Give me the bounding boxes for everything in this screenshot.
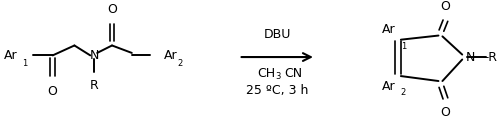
Text: CH: CH — [257, 67, 275, 80]
Text: Ar: Ar — [382, 80, 396, 93]
Text: O: O — [440, 106, 450, 119]
Text: O: O — [440, 0, 450, 13]
Text: Ar: Ar — [164, 49, 177, 62]
Text: R: R — [90, 79, 98, 92]
Text: O: O — [48, 85, 58, 98]
Text: 25 ºC, 3 h: 25 ºC, 3 h — [246, 84, 308, 97]
Text: O: O — [107, 3, 117, 16]
Text: N: N — [466, 51, 475, 64]
Text: 1: 1 — [401, 42, 406, 51]
Text: 1: 1 — [22, 59, 27, 68]
Text: 3: 3 — [275, 72, 280, 81]
Text: –R: –R — [482, 51, 497, 64]
Text: 2: 2 — [401, 88, 406, 97]
Text: 2: 2 — [178, 59, 182, 68]
Text: DBU: DBU — [264, 27, 291, 40]
Text: CN: CN — [284, 67, 302, 80]
Text: Ar: Ar — [4, 49, 17, 62]
Text: N: N — [90, 49, 99, 62]
Text: Ar: Ar — [382, 23, 396, 36]
